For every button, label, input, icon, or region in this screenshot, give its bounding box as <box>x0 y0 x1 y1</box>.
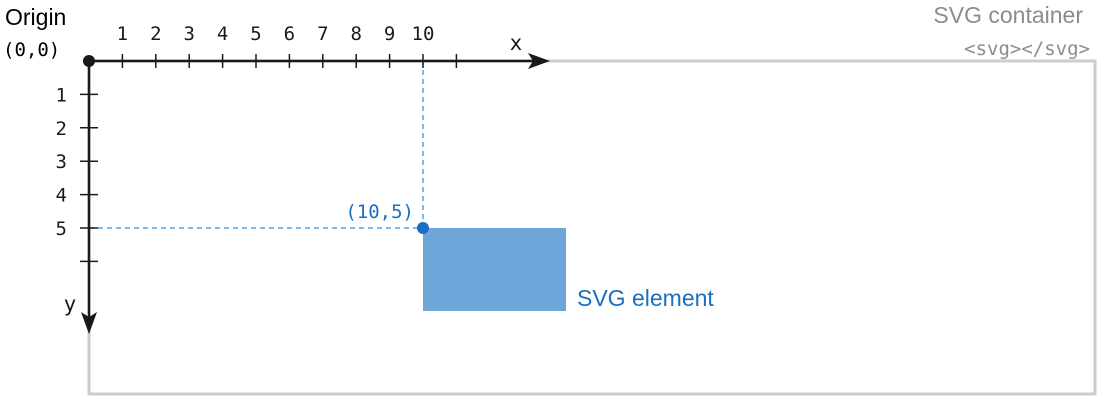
point-marker <box>417 222 429 234</box>
y-tick-label: 3 <box>56 151 67 173</box>
point-label: (10,5) <box>345 201 414 223</box>
y-tick-label: 2 <box>56 118 67 140</box>
container-tag: <svg></svg> <box>964 38 1090 60</box>
y-axis-ticks: 1 2 3 4 5 <box>56 84 98 263</box>
x-tick-label: 10 <box>412 23 435 45</box>
svg-element-label: SVG element <box>577 285 714 311</box>
x-tick-label: 7 <box>317 23 328 45</box>
y-axis-arrowhead <box>81 312 97 334</box>
y-axis-label: y <box>64 292 77 316</box>
x-tick-label: 3 <box>183 23 194 45</box>
y-tick-label: 5 <box>56 218 67 240</box>
x-tick-label: 8 <box>350 23 361 45</box>
container-title: SVG container <box>933 2 1083 28</box>
x-tick-label: 9 <box>384 23 395 45</box>
x-axis-arrowhead <box>528 53 550 69</box>
svg-element-rect <box>423 228 566 311</box>
y-tick-label: 4 <box>56 185 67 207</box>
origin-marker <box>83 55 95 67</box>
origin-label: Origin <box>5 4 66 30</box>
x-axis-label: x <box>510 31 523 55</box>
x-tick-label: 5 <box>250 23 261 45</box>
x-axis-ticks: 1 2 3 4 5 6 7 8 9 10 <box>117 23 458 68</box>
y-tick-label: 1 <box>56 84 67 106</box>
x-tick-label: 2 <box>150 23 161 45</box>
origin-coords: (0,0) <box>3 39 60 61</box>
x-tick-label: 1 <box>117 23 128 45</box>
svg-container-box <box>87 59 1097 396</box>
x-tick-label: 6 <box>284 23 295 45</box>
x-tick-label: 4 <box>217 23 228 45</box>
